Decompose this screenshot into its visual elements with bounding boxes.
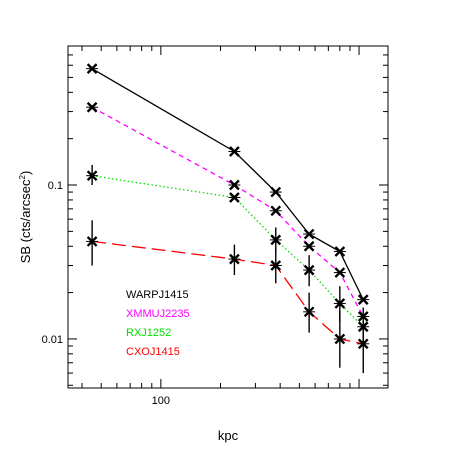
series-layer [86, 63, 370, 374]
data-point-marker [357, 294, 370, 305]
legend-entry-warpj1415: WARPJ1415 [126, 289, 189, 301]
series-line-rxj1252 [92, 175, 364, 328]
legend-entry-xmmuj2235: XMMUJ2235 [126, 308, 190, 320]
data-point-marker [269, 260, 282, 271]
data-point-marker [228, 146, 241, 157]
series-line-cxoj1415 [92, 240, 364, 345]
y-axis-label-close: ) [18, 171, 33, 175]
data-point-marker [86, 170, 99, 182]
data-point-marker [86, 101, 99, 113]
data-point-marker [303, 264, 316, 276]
y-tick-label: 0.1 [48, 180, 63, 192]
x-axis-label: kpc [218, 428, 239, 443]
data-point-marker [228, 192, 241, 203]
data-point-marker [269, 234, 282, 246]
data-point-marker [333, 267, 346, 278]
data-point-marker [303, 240, 316, 252]
series-line-warpj1415 [91, 68, 364, 300]
series-line-xmmuj2235 [91, 106, 364, 317]
data-point-marker [269, 186, 282, 198]
y-axis-label-superscript: 2 [18, 175, 27, 180]
x-tick-label: 100 [152, 395, 170, 407]
axes-layer: 0.01 0.1 100 [42, 45, 388, 407]
legend: WARPJ1415 XMMUJ2235 RXJ1252 CXOJ1415 [126, 289, 190, 358]
data-point-marker [333, 298, 346, 309]
data-point-marker [86, 236, 99, 247]
y-axis-label-main: SB (cts/arcsec [18, 179, 33, 263]
data-point-marker [86, 63, 99, 75]
y-axis-label: SB (cts/arcsec2) [18, 171, 33, 264]
data-point-marker [303, 306, 316, 318]
data-point-marker [357, 338, 370, 350]
legend-entry-rxj1252: RXJ1252 [126, 327, 171, 339]
data-point-marker [269, 205, 282, 217]
data-point-marker [303, 228, 316, 240]
legend-entry-cxoj1415: CXOJ1415 [126, 346, 180, 358]
y-tick-label: 0.01 [42, 334, 63, 346]
data-point-marker [333, 333, 346, 345]
data-point-marker [228, 253, 241, 265]
data-point-marker [228, 179, 241, 191]
data-point-marker [333, 246, 346, 257]
plot-frame [67, 45, 389, 389]
